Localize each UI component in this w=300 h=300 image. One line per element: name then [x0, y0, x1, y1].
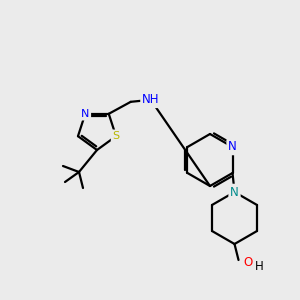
Text: H: H	[254, 260, 263, 272]
Text: N: N	[228, 140, 237, 154]
Text: N: N	[81, 109, 89, 119]
Text: S: S	[112, 131, 120, 141]
Text: N: N	[230, 185, 239, 199]
Text: O: O	[243, 256, 252, 268]
Text: NH: NH	[142, 93, 160, 106]
